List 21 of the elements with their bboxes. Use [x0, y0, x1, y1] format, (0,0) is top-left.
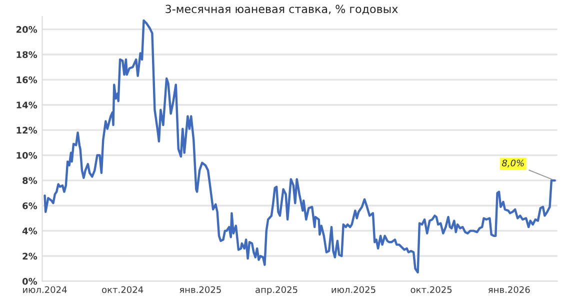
x-tick-label: апр.2025 [256, 286, 298, 295]
y-tick-label: 4% [22, 228, 38, 234]
x-tick-label: окт.2024 [102, 286, 144, 294]
x-tick-label: июл.2024 [23, 286, 67, 294]
y-tick-label: 18% [16, 51, 38, 58]
annotation: 8,0% [502, 160, 524, 168]
y-tick-label: 6% [22, 202, 38, 210]
y-tick-label: 14% [16, 102, 38, 108]
x-tick-label: янв.2025 [180, 286, 221, 294]
x-tick-label: янв.2026 [488, 286, 530, 294]
line-series [44, 19, 556, 274]
y-tick-label: 20% [16, 26, 38, 33]
y-tick-label: 2% [22, 252, 38, 260]
chart-title: 3-месячная юаневая ставка, % годовых [166, 4, 398, 15]
x-tick-label: окт.2025 [410, 286, 452, 294]
y-tick-label: 16% [16, 76, 38, 84]
x-tick-label: июл.2025 [332, 286, 376, 294]
y-tick-label: 10% [16, 152, 38, 159]
y-tick-label: 12% [16, 126, 38, 134]
y-tick-label: 8% [22, 177, 38, 184]
y-tick-label: 0% [22, 278, 38, 285]
